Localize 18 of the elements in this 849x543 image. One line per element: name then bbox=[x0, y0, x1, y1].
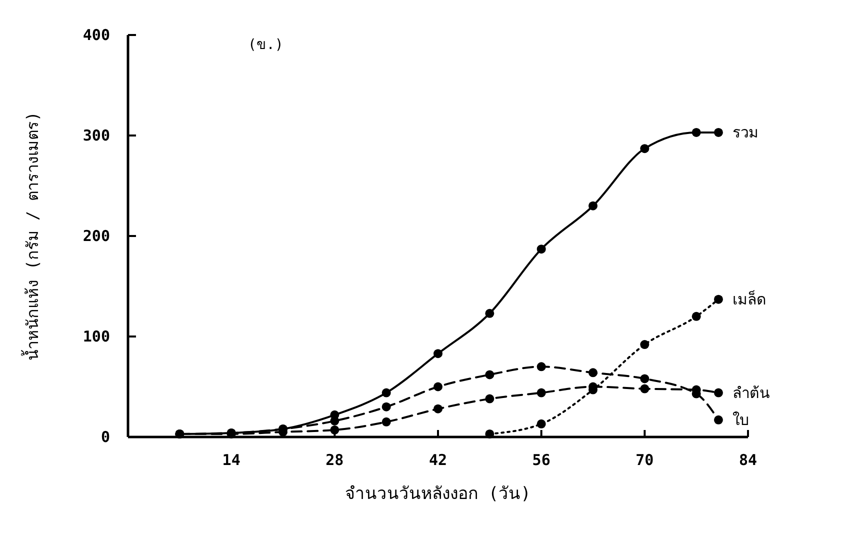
series-label: เมล็ด bbox=[732, 289, 766, 308]
x-axis-title: จำนวนวันหลังงอก (วัน) bbox=[345, 484, 531, 504]
series-label: ใบ bbox=[732, 410, 750, 429]
x-tick-label: 14 bbox=[222, 451, 240, 469]
y-tick-label: 100 bbox=[82, 328, 110, 346]
x-tick-label: 56 bbox=[532, 451, 550, 469]
annotation: (ข.) bbox=[248, 37, 284, 53]
x-tick-label: 84 bbox=[738, 451, 758, 469]
x-tick-label: 28 bbox=[326, 451, 344, 469]
x-tick-label: 42 bbox=[428, 451, 448, 469]
series-label: รวม bbox=[732, 123, 758, 142]
y-tick-label: 400 bbox=[82, 26, 110, 44]
y-axis-title: น้ำหนักแห้ง (กรัม / ตารางเมตร) bbox=[21, 112, 42, 360]
y-tick-label: 200 bbox=[82, 227, 110, 245]
x-tick-label: 70 bbox=[636, 451, 654, 469]
y-tick-label: 0 bbox=[100, 428, 110, 446]
y-tick-label: 300 bbox=[82, 126, 110, 144]
series-label: ลำต้น bbox=[732, 384, 770, 402]
